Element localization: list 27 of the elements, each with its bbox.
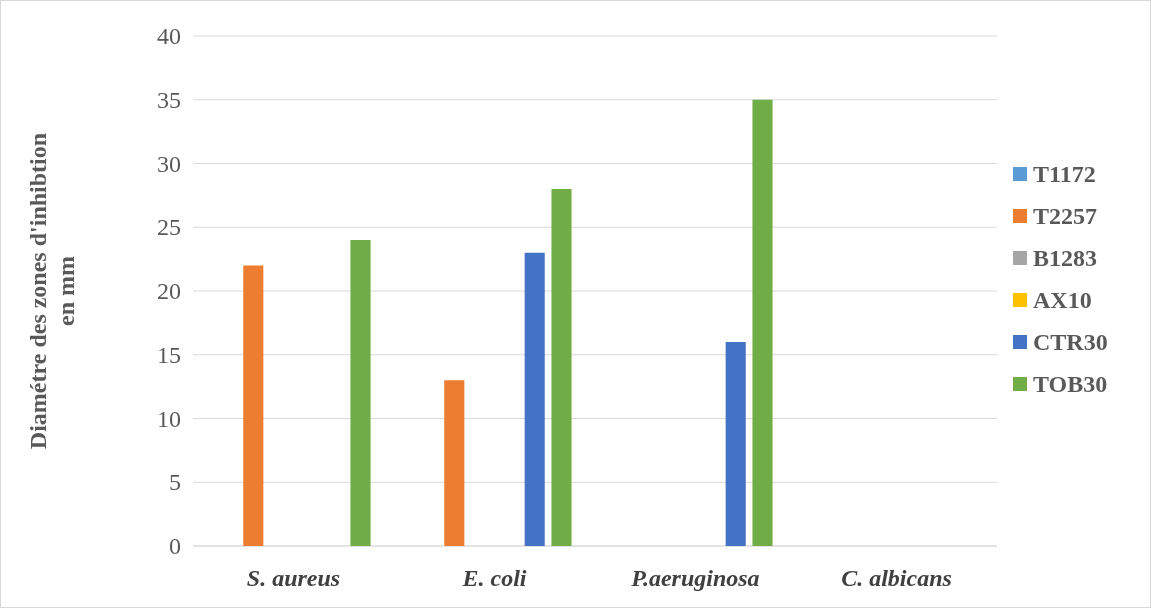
- legend-label: CTR30: [1033, 329, 1108, 355]
- y-tick-label: 15: [157, 341, 181, 368]
- y-tick-label: 0: [169, 533, 181, 559]
- y-tick-label: 10: [157, 405, 181, 432]
- y-tick-label: 40: [157, 23, 181, 49]
- y-tick-label: 35: [157, 86, 181, 113]
- bar: [524, 252, 545, 546]
- legend-label: B1283: [1033, 245, 1098, 271]
- legend-label: T1172: [1033, 161, 1096, 187]
- bar: [444, 380, 465, 546]
- legend-label: TOB30: [1033, 371, 1108, 397]
- x-tick-label: C. albicans: [841, 565, 952, 591]
- legend-label: T2257: [1033, 203, 1098, 229]
- bar: [243, 265, 264, 546]
- legend-label: AX10: [1033, 287, 1092, 313]
- y-tick-label: 30: [157, 150, 181, 177]
- bar: [725, 342, 746, 546]
- x-tick-label: S. aureus: [246, 565, 341, 591]
- y-tick-label: 5: [169, 469, 181, 496]
- x-tick-label: E. coli: [461, 565, 527, 591]
- bar: [752, 99, 773, 546]
- bar: [551, 189, 572, 546]
- y-tick-label: 20: [157, 278, 181, 304]
- x-tick-label: P.aeruginosa: [630, 565, 760, 591]
- bar: [350, 240, 371, 546]
- y-axis-title: Diamétre des zones d'inhibtion en mm: [25, 132, 79, 450]
- y-tick-label: 25: [157, 214, 181, 241]
